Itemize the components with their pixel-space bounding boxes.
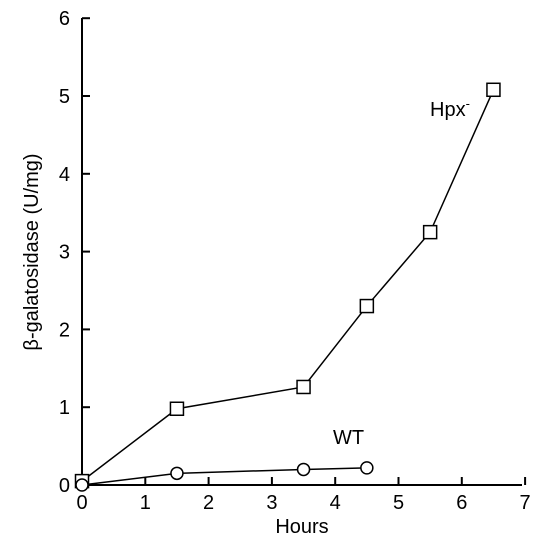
data-point-hpx <box>296 379 311 395</box>
x-tick-label: 1 <box>140 492 151 514</box>
x-tick-label: 0 <box>76 492 87 514</box>
data-point-wt <box>170 466 184 481</box>
series-line-wt <box>81 467 367 486</box>
y-tick-label: 6 <box>59 8 70 30</box>
y-ticks: 0 1 2 3 4 5 6 <box>59 8 90 497</box>
plot-area: 0 1 2 3 4 5 6 7 0 1 2 3 4 5 6 <box>59 8 531 514</box>
series-label-hpx-name: Hpx <box>430 99 466 121</box>
y-tick-label: 3 <box>59 242 70 264</box>
data-point-wt <box>296 462 311 477</box>
y-tick-label: 5 <box>59 86 70 108</box>
x-tick-label: 5 <box>393 492 404 514</box>
y-tick-label: 4 <box>59 164 70 186</box>
series-layer <box>74 82 501 492</box>
y-tick-label: 1 <box>59 397 70 419</box>
series-label-hpx-superscript: - <box>466 96 470 111</box>
y-axis-title: β-galatosidase (U/mg) <box>21 153 43 350</box>
x-ticks: 0 1 2 3 4 5 6 7 <box>76 477 531 514</box>
data-point-wt <box>75 478 89 492</box>
y-tick-label: 2 <box>59 319 70 341</box>
data-point-wt <box>360 461 374 475</box>
x-tick-label: 4 <box>330 492 341 514</box>
series-label-wt: WT <box>333 427 364 449</box>
series-label-hpx: Hpx- <box>430 96 470 121</box>
data-point-hpx <box>422 224 438 240</box>
x-tick-label: 6 <box>456 492 467 514</box>
x-axis-title: Hours <box>275 516 328 538</box>
x-tick-label: 2 <box>203 492 214 514</box>
series-line-hpx <box>81 89 495 482</box>
y-tick-label: 0 <box>59 475 70 497</box>
data-point-hpx <box>169 401 185 417</box>
data-point-hpx <box>359 298 375 314</box>
x-tick-label: 3 <box>266 492 277 514</box>
data-point-hpx <box>486 82 501 98</box>
x-tick-label: 7 <box>520 492 531 514</box>
